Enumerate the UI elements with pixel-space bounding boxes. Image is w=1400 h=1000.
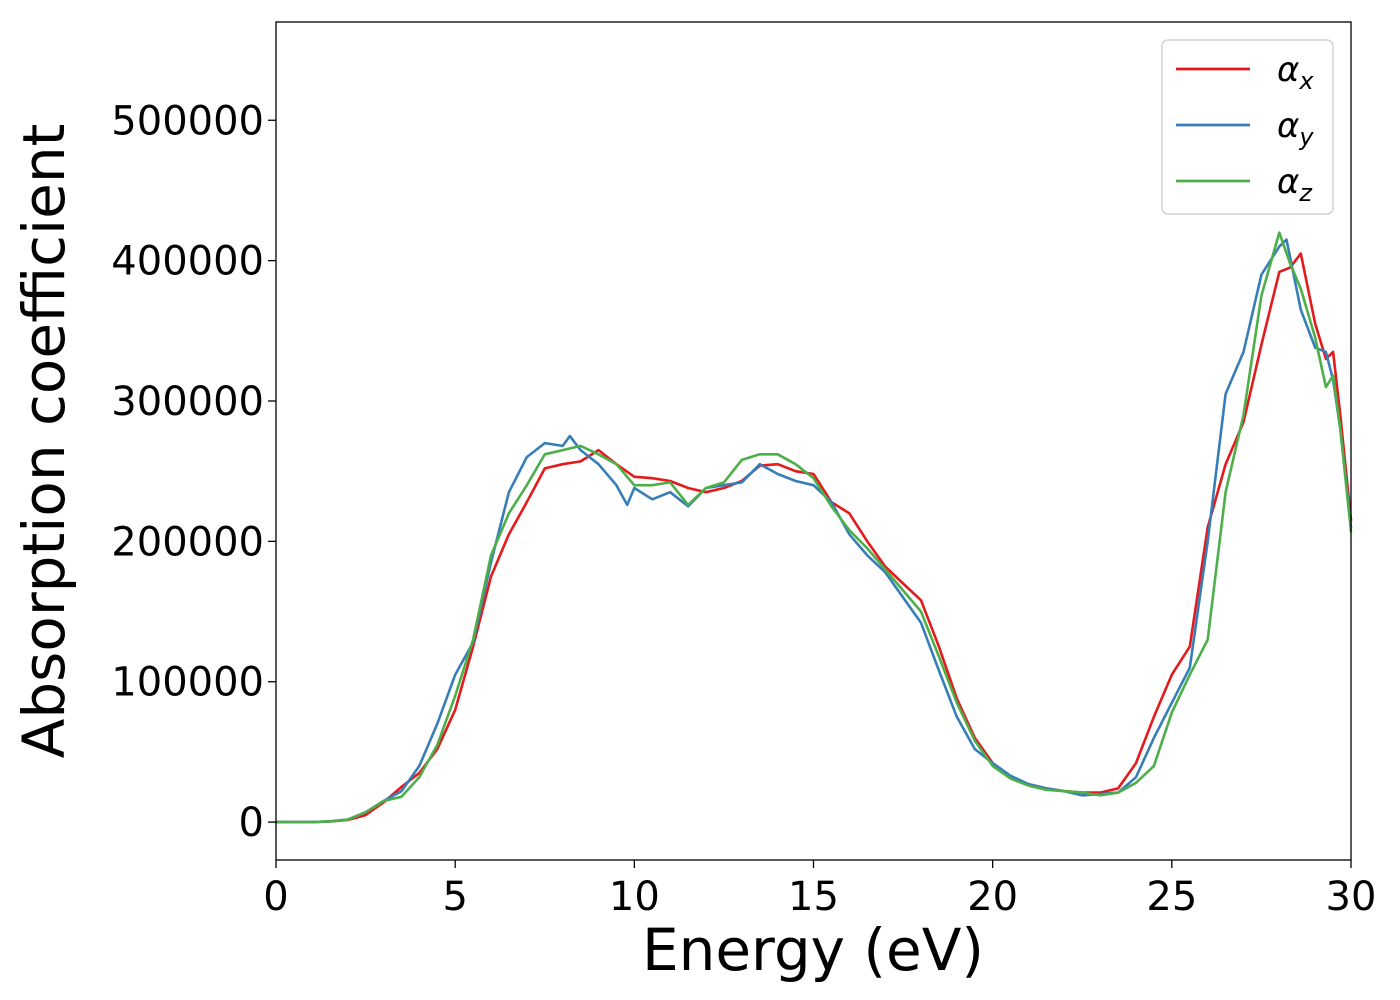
y-tick-label: 200000 xyxy=(111,519,264,565)
x-tick-label: 30 xyxy=(1326,874,1377,920)
x-tick-label: 15 xyxy=(788,874,839,920)
legend-box xyxy=(1161,39,1334,215)
legend-label-symbol: α xyxy=(1277,50,1299,90)
legend-label-subscript: y xyxy=(1298,123,1314,151)
x-tick-label: 0 xyxy=(263,874,288,920)
legend-label-z: αz xyxy=(1277,162,1313,207)
y-tick-label: 0 xyxy=(239,800,264,846)
legend-label-symbol: α xyxy=(1277,162,1299,202)
x-axis-ticks: 0 5 10 15 20 25 30 xyxy=(263,860,1376,920)
x-axis-title: Energy (eV) xyxy=(642,916,984,984)
legend-label-subscript: z xyxy=(1298,179,1313,207)
series-lines xyxy=(274,231,1353,824)
y-tick-label: 300000 xyxy=(111,379,264,425)
y-tick-label: 400000 xyxy=(111,239,264,285)
x-tick-label: 5 xyxy=(442,874,467,920)
y-axis-title: Absorption coefficient xyxy=(10,124,78,759)
x-tick-label: 20 xyxy=(967,874,1018,920)
legend-label-x: αx xyxy=(1277,50,1314,95)
y-axis-ticks: 0 100000 200000 300000 400000 500000 xyxy=(111,98,276,846)
legend-label-subscript: x xyxy=(1298,67,1314,95)
legend-label-y: αy xyxy=(1277,106,1314,151)
legend-label-symbol: α xyxy=(1277,106,1299,146)
x-tick-label: 10 xyxy=(609,874,660,920)
y-tick-label: 500000 xyxy=(111,98,264,144)
y-tick-label: 100000 xyxy=(111,660,264,706)
series-line-z xyxy=(274,231,1353,824)
x-tick-label: 25 xyxy=(1146,874,1197,920)
series-line-x xyxy=(274,252,1353,824)
